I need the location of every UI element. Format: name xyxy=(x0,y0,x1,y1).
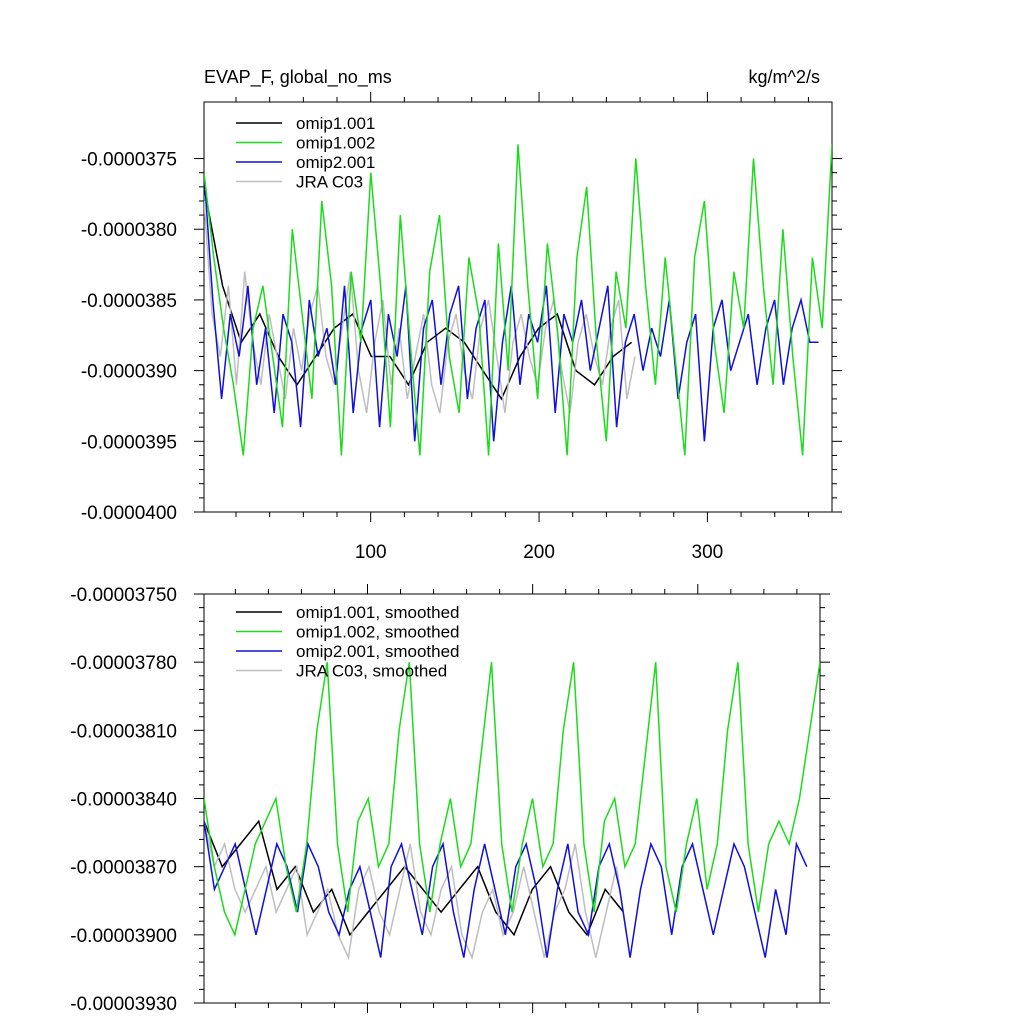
chart-title: EVAP_F, global_no_ms xyxy=(204,67,392,88)
legend-label: omip1.001, smoothed xyxy=(296,603,460,622)
top-panel: 100 200 300 -0.0000375 -0.0000380 -0.0000385 -… xyxy=(81,92,842,563)
bottom-panel: -0.00003750 -0.00003780 -0.00003810 -0.0000… xyxy=(70,584,830,1015)
series-line-3 xyxy=(204,200,636,414)
y-tick-label: -0.0000395 xyxy=(81,432,177,453)
y-tick-label: -0.00003930 xyxy=(70,994,177,1015)
y-tick-label: -0.00003900 xyxy=(70,926,177,947)
y-tick-label: -0.0000375 xyxy=(81,150,177,171)
series-line-1 xyxy=(204,144,832,456)
series-line-2 xyxy=(204,821,808,958)
y-tick-label: -0.0000385 xyxy=(81,291,177,312)
y-tick-label: -0.0000380 xyxy=(81,220,177,241)
legend-label: JRA C03, smoothed xyxy=(296,662,447,681)
series-line-0 xyxy=(204,819,625,937)
series-line-3 xyxy=(204,821,628,961)
y-tick-label: -0.0000390 xyxy=(81,362,177,383)
legend-label: omip1.001 xyxy=(296,114,375,133)
y-tick-label: -0.00003870 xyxy=(70,858,177,879)
y-tick-label: -0.0000400 xyxy=(81,503,177,524)
plot-frame xyxy=(203,101,833,513)
legend-label: omip2.001, smoothed xyxy=(296,642,460,661)
legend-label: omip1.002 xyxy=(296,134,375,153)
legend-label: omip2.001 xyxy=(296,153,375,172)
y-tick-label: -0.00003750 xyxy=(70,585,177,606)
x-tick-label: 100 xyxy=(355,542,387,563)
series-line-0 xyxy=(204,186,633,401)
legend-label: JRA C03 xyxy=(296,173,363,192)
y-tick-label: -0.00003840 xyxy=(70,790,177,811)
x-tick-label: 300 xyxy=(692,542,724,563)
y-tick-label: -0.00003810 xyxy=(70,721,177,742)
legend-label: omip1.002, smoothed xyxy=(296,623,460,642)
y-tick-label: -0.00003780 xyxy=(70,653,177,674)
chart-units: kg/m^2/s xyxy=(749,67,820,87)
series-line-1 xyxy=(204,662,820,938)
x-tick-label: 200 xyxy=(523,542,555,563)
